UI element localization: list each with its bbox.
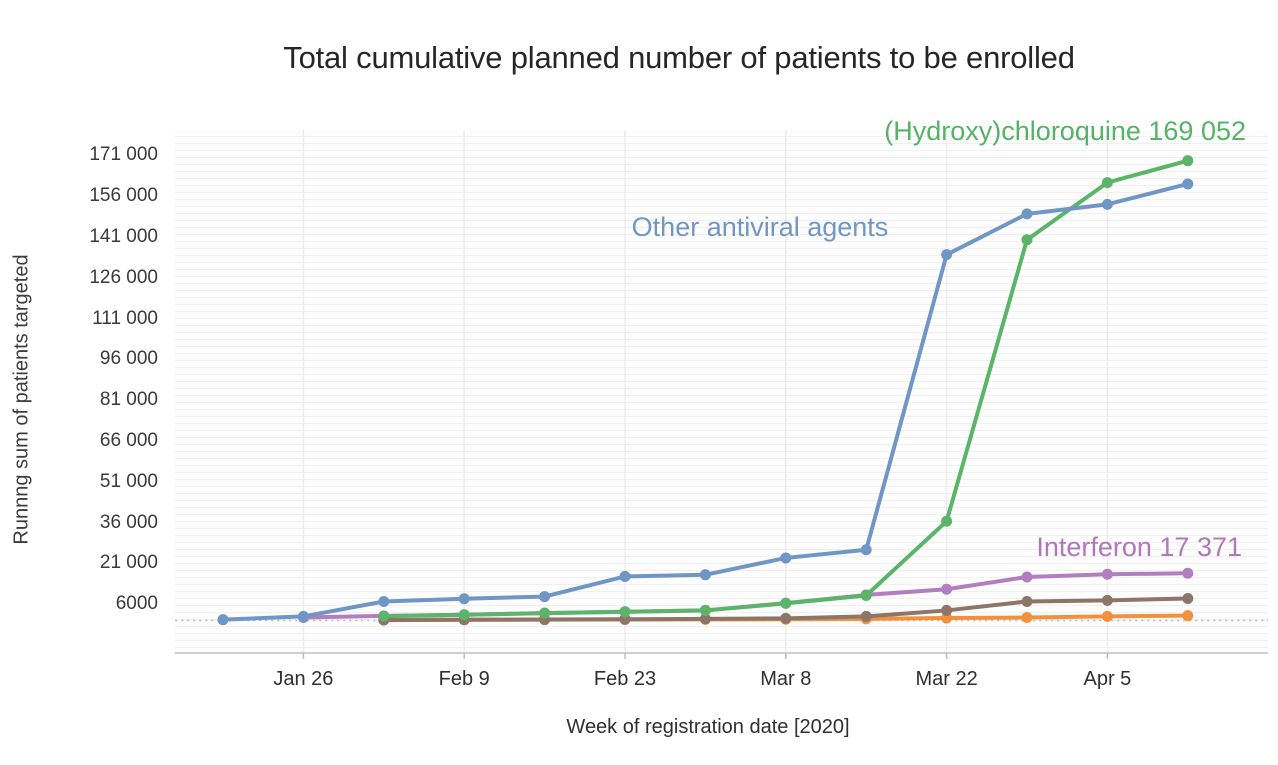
data-point-green (378, 610, 390, 622)
data-point-green (539, 607, 551, 619)
y-tick-label: 126 000 (89, 266, 158, 288)
data-point-brown (941, 604, 953, 616)
x-tick-label: Mar 22 (915, 668, 978, 690)
annotation-interferon: Interferon 17 371 (1036, 532, 1242, 562)
series-line-purple (301, 571, 1190, 620)
data-point-brown (860, 610, 872, 622)
data-point-green (1021, 234, 1033, 246)
x-tick-label: Mar 8 (760, 668, 812, 690)
y-tick-label: 6000 (115, 593, 158, 615)
data-point-blue (458, 593, 470, 605)
data-point-green (1101, 177, 1113, 189)
y-tick-label: 21 000 (99, 552, 158, 574)
x-tick-label: Jan 26 (273, 668, 334, 690)
data-point-blue (780, 552, 792, 564)
data-point-purple (1182, 567, 1194, 579)
data-point-brown (1182, 592, 1194, 604)
data-point-blue (941, 249, 953, 261)
y-tick-label: 36 000 (99, 511, 158, 533)
annotation-hydroxychloroquine: (Hydroxy)chloroquine 169 052 (884, 116, 1246, 146)
data-point-orange (1021, 612, 1033, 624)
data-point-blue (860, 544, 872, 556)
y-tick-label: 96 000 (99, 348, 158, 370)
y-tick-label: 171 000 (89, 144, 158, 166)
data-point-blue (217, 614, 229, 626)
data-point-brown (699, 613, 711, 625)
data-point-blue (378, 595, 390, 607)
plot-pinstripe-background (175, 130, 1268, 652)
x-tick-label: Feb 9 (438, 668, 490, 690)
data-point-green (619, 606, 631, 618)
data-point-blue (619, 570, 631, 582)
data-point-blue (539, 591, 551, 603)
data-point-brown (1101, 594, 1113, 606)
data-point-blue (297, 610, 309, 622)
data-point-blue (1101, 198, 1113, 210)
data-point-green (780, 597, 792, 609)
data-point-purple (1101, 568, 1113, 580)
y-axis-title: Runnng sum of patients targeted (10, 254, 33, 545)
chart-title: Total cumulative planned number of patie… (283, 40, 1075, 75)
data-point-blue (1182, 178, 1194, 190)
data-point-purple (941, 583, 953, 595)
data-point-green (458, 609, 470, 621)
y-tick-label: 81 000 (99, 389, 158, 411)
data-point-blue (699, 569, 711, 581)
data-point-brown (780, 612, 792, 624)
x-axis-title: Week of registration date [2020] (566, 716, 850, 738)
data-point-blue (1021, 208, 1033, 220)
data-point-orange (1182, 610, 1194, 622)
y-tick-label: 156 000 (89, 185, 158, 207)
data-point-green (941, 515, 953, 527)
data-point-green (860, 589, 872, 601)
data-point-purple (1021, 571, 1033, 583)
data-point-brown (1021, 595, 1033, 607)
data-point-orange (941, 612, 953, 624)
annotation-other-antiviral: Other antiviral agents (631, 212, 889, 242)
data-point-green (699, 604, 711, 616)
y-tick-label: 141 000 (89, 225, 158, 247)
y-tick-label: 51 000 (99, 470, 158, 492)
y-tick-label: 111 000 (92, 307, 158, 329)
data-point-orange (1101, 610, 1113, 622)
x-tick-label: Apr 5 (1083, 668, 1132, 690)
data-point-green (1182, 155, 1194, 167)
x-tick-label: Feb 23 (593, 668, 657, 690)
y-tick-label: 66 000 (99, 429, 158, 451)
